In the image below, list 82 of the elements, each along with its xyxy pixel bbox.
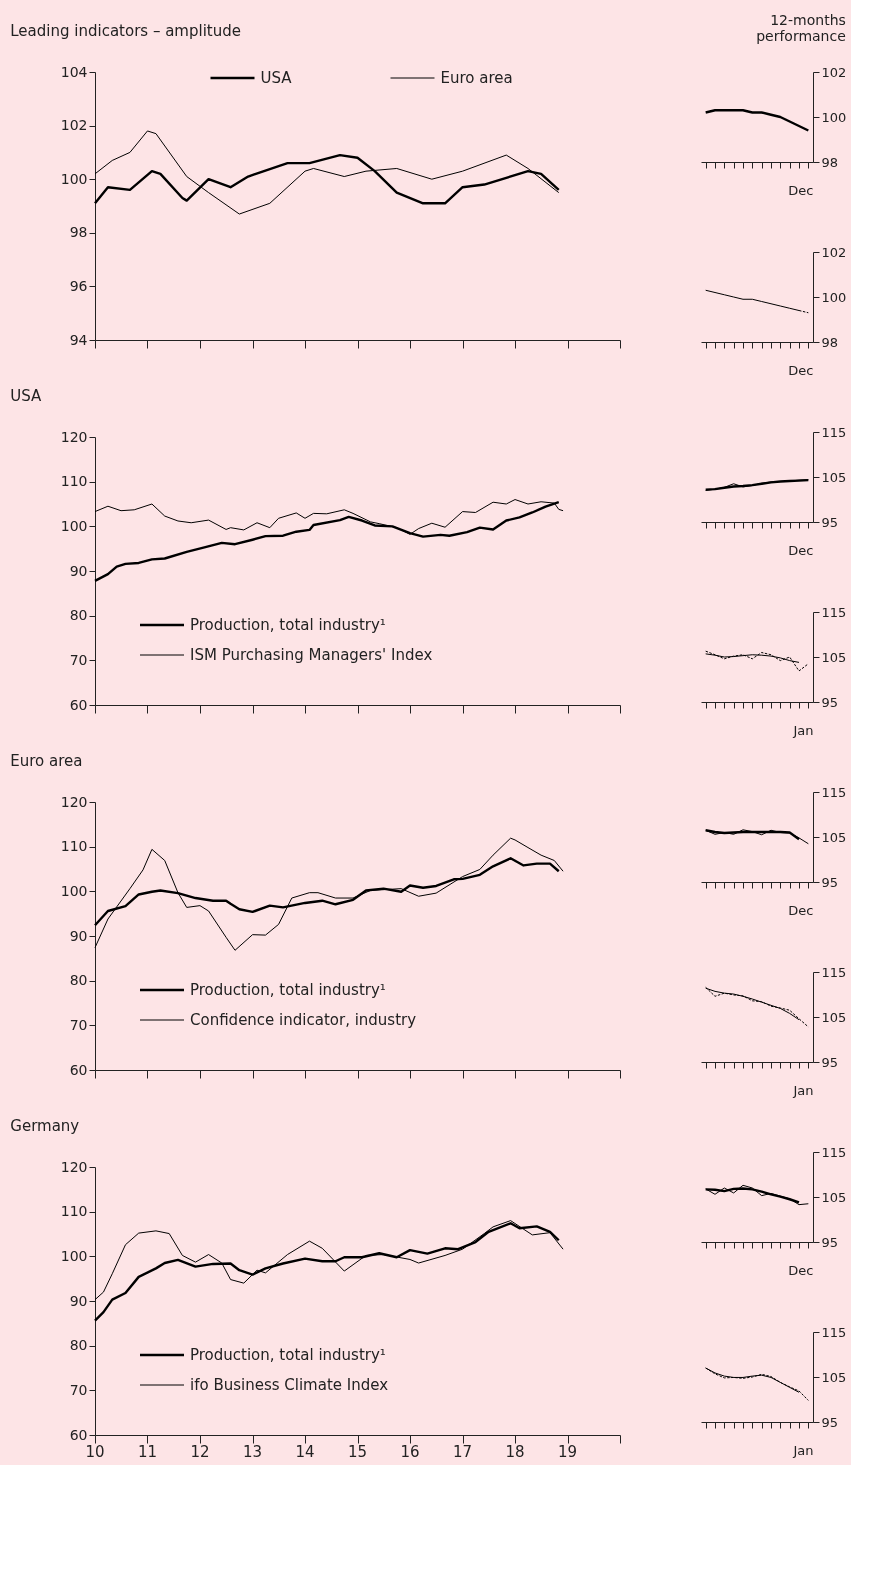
y-tick-label: 120: [60, 793, 88, 810]
y-tick-label: 98: [69, 224, 88, 241]
y-tick-label: 105: [821, 1369, 847, 1385]
x-axis-title: Jan: [792, 1083, 814, 1098]
y-tick-label: 96: [69, 277, 88, 294]
y-tick-label: 80: [69, 972, 88, 989]
legend-label: Euro area: [440, 69, 513, 87]
x-axis-title: Dec: [788, 903, 814, 918]
legend-label: Confidence indicator, industry: [190, 1011, 417, 1029]
x-tick-label: 19: [557, 1443, 578, 1461]
x-tick-label: 16: [400, 1443, 420, 1461]
y-tick-label: 115: [821, 1144, 847, 1160]
x-tick-label: 11: [137, 1443, 158, 1461]
legend-label: USA: [260, 69, 293, 87]
y-tick-label: 115: [821, 784, 847, 800]
y-tick-label: 120: [60, 1158, 88, 1175]
y-tick-label: 104: [60, 63, 88, 80]
chart-title: Euro area: [10, 752, 83, 770]
y-tick-label: 100: [60, 517, 88, 534]
chart-title: USA: [10, 387, 43, 405]
x-axis-title: Jan: [792, 723, 814, 738]
chart-title: Germany: [10, 1117, 80, 1135]
x-tick-label: 13: [243, 1443, 263, 1461]
y-tick-label: 110: [60, 473, 88, 490]
y-tick-label: 90: [69, 1292, 88, 1309]
y-tick-label: 105: [821, 1009, 847, 1025]
x-tick-label: 10: [85, 1443, 105, 1461]
y-tick-label: 105: [821, 829, 847, 845]
x-axis-title: Dec: [788, 543, 814, 558]
y-tick-label: 105: [821, 649, 847, 665]
x-axis-title: Dec: [788, 363, 814, 378]
x-tick-label: 18: [505, 1443, 525, 1461]
y-tick-label: 60: [69, 1061, 88, 1078]
y-tick-label: 95: [821, 514, 839, 530]
x-tick-label: 14: [295, 1443, 315, 1461]
chart-title: Leading indicators – amplitude: [10, 22, 241, 40]
y-tick-label: 102: [821, 244, 847, 260]
legend-label: Production, total industry¹: [190, 616, 386, 634]
y-tick-label: 105: [821, 1189, 847, 1205]
y-tick-label: 100: [60, 170, 88, 187]
y-tick-label: 90: [69, 562, 88, 579]
y-tick-label: 60: [69, 1426, 88, 1443]
legend-label: Production, total industry¹: [190, 981, 386, 999]
chart-title: 12-months performance: [756, 12, 846, 44]
y-tick-label: 70: [69, 651, 88, 668]
y-tick-label: 95: [821, 1054, 839, 1070]
y-tick-label: 100: [60, 882, 88, 899]
x-tick-label: 17: [453, 1443, 473, 1461]
y-tick-label: 95: [821, 694, 839, 710]
y-tick-label: 115: [821, 1324, 847, 1340]
y-tick-label: 80: [69, 1337, 88, 1354]
x-axis-title: Jan: [792, 1443, 814, 1458]
legend-label: Production, total industry¹: [190, 1346, 386, 1364]
y-tick-label: 102: [821, 64, 847, 80]
y-tick-label: 115: [821, 604, 847, 620]
y-tick-label: 110: [60, 1203, 88, 1220]
y-tick-label: 115: [821, 964, 847, 980]
x-tick-label: 15: [347, 1443, 368, 1461]
y-tick-label: 60: [69, 696, 88, 713]
y-tick-label: 98: [821, 154, 839, 170]
x-axis-title: Dec: [788, 1263, 814, 1278]
y-tick-label: 70: [69, 1016, 88, 1033]
y-tick-label: 110: [60, 838, 88, 855]
legend-label: ISM Purchasing Managers' Index: [190, 646, 433, 664]
y-tick-label: 95: [821, 1414, 839, 1430]
y-tick-label: 98: [821, 334, 839, 350]
y-tick-label: 95: [821, 1234, 839, 1250]
y-tick-label: 80: [69, 607, 88, 624]
y-tick-label: 120: [60, 428, 88, 445]
y-tick-label: 115: [821, 424, 847, 440]
y-tick-label: 100: [821, 289, 847, 305]
x-tick-label: 12: [190, 1443, 210, 1461]
x-axis-title: Dec: [788, 183, 814, 198]
y-tick-label: 94: [69, 331, 88, 348]
y-tick-label: 102: [60, 117, 88, 134]
y-tick-label: 105: [821, 469, 847, 485]
y-tick-label: 95: [821, 874, 839, 890]
y-tick-label: 90: [69, 927, 88, 944]
y-tick-label: 70: [69, 1381, 88, 1398]
y-tick-label: 100: [821, 109, 847, 125]
y-tick-label: 100: [60, 1247, 88, 1264]
legend-label: ifo Business Climate Index: [190, 1376, 389, 1394]
